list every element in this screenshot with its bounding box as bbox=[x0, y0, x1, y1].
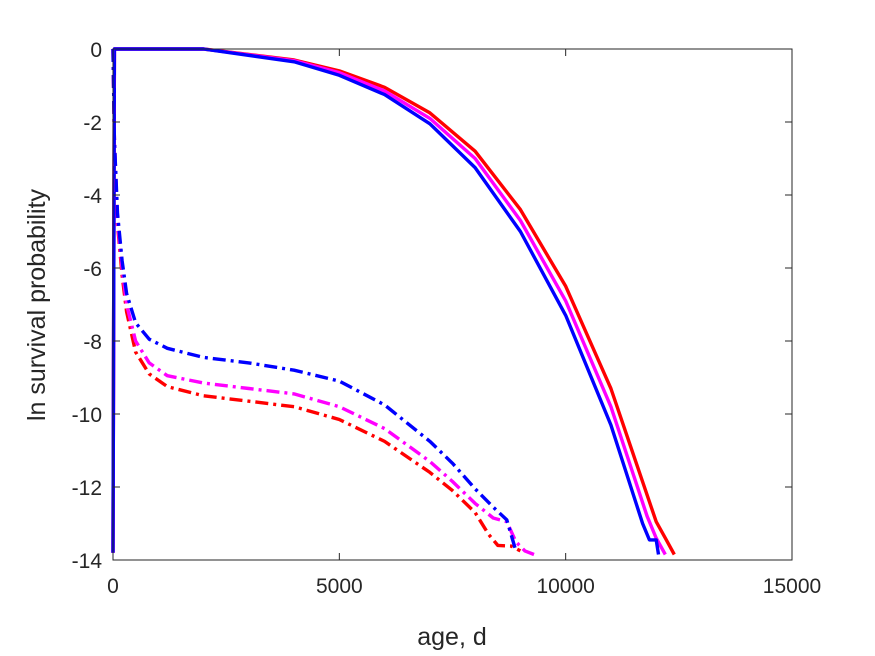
series-line-6 bbox=[111, 48, 518, 552]
y-tick-label: 0 bbox=[90, 39, 102, 62]
series-layer bbox=[111, 47, 676, 557]
y-tick-label: -12 bbox=[72, 477, 102, 500]
x-tick-label: 15000 bbox=[763, 575, 821, 598]
tick-layer: 0 5000 10000 15000 0 -2 -4 -6 -8 -10 -12 -14 bbox=[72, 39, 822, 598]
plot-frame bbox=[112, 48, 793, 561]
x-tick-label: 5000 bbox=[316, 575, 363, 598]
x-tick-label: 10000 bbox=[536, 575, 594, 598]
y-tick-label: -4 bbox=[83, 185, 102, 208]
y-tick-label: -14 bbox=[72, 550, 103, 573]
y-tick-label: -2 bbox=[83, 112, 102, 135]
y-axis-label: ln survival probability bbox=[23, 188, 51, 421]
x-axis-label: age, d bbox=[417, 623, 487, 651]
y-tick-label: -10 bbox=[72, 404, 102, 427]
series-line-3 bbox=[111, 47, 661, 555]
x-tick-label: 0 bbox=[107, 575, 119, 598]
y-tick-label: -8 bbox=[83, 331, 102, 354]
y-tick-label: -6 bbox=[83, 258, 102, 281]
series-line-5 bbox=[111, 48, 535, 557]
